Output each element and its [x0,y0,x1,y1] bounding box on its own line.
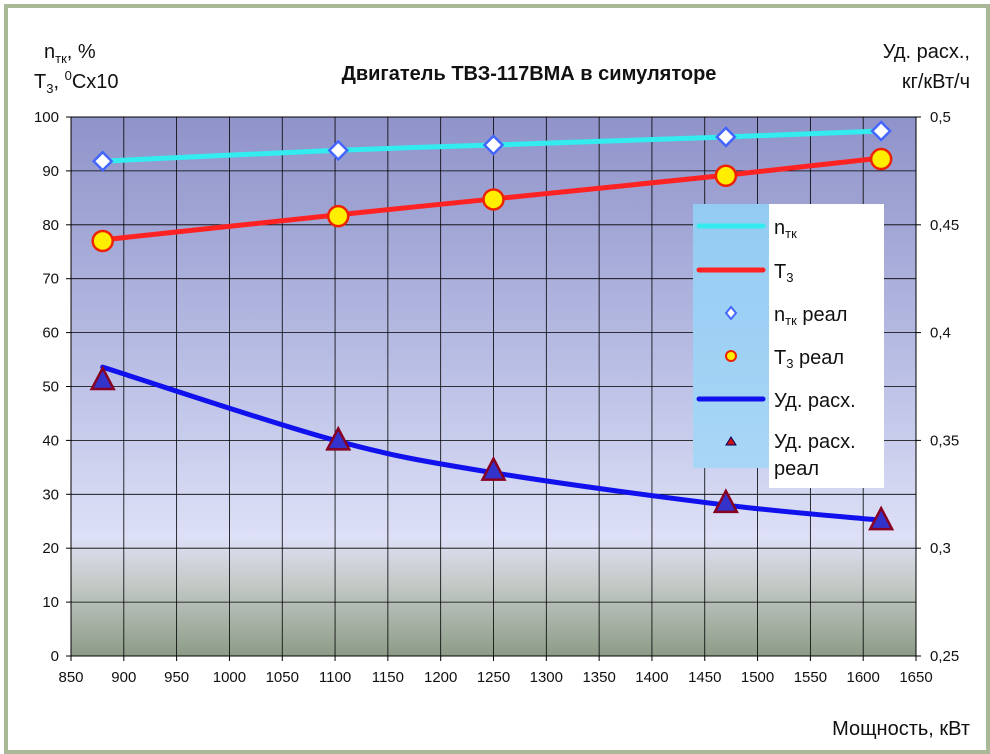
svg-text:nтк, %: nтк, % [44,41,96,66]
y-left-tick-label: 70 [42,271,59,288]
svg-text:T3, 0Cx10: T3, 0Cx10 [34,68,119,96]
chart-frame: Двигатель ТВЗ-117ВМА в симуляторе nтк, %… [4,4,990,754]
legend-swatch-panel [693,204,769,468]
x-tick-label: 1100 [319,669,351,686]
left-label-n-rest: , % [67,41,96,63]
x-tick-label: 1350 [582,669,615,686]
legend-label-ntk: nтк [774,217,797,241]
legend-label-t3: T3 [774,261,793,285]
left-label-t-rest: Cx10 [72,71,119,93]
y-right-tick-label: 0,45 [930,217,959,234]
y-left-tick-label: 50 [42,379,59,396]
marker-ntk-real [482,134,505,156]
y-left-tick-label: 100 [34,109,59,126]
y-left-tick-label: 0 [51,648,59,665]
x-tick-label: 1450 [688,669,721,686]
right-axis-label-line2: кг/кВт/ч [902,71,970,93]
marker-ud-real [89,365,116,391]
x-tick-label: 1050 [266,669,299,686]
legend-marker-ntk-real [724,305,738,321]
legend-label-ud-real-line2: реал [774,458,819,480]
x-tick-label: 900 [111,669,136,686]
left-label-deg: 0 [65,68,72,83]
marker-t3-real [482,188,505,211]
marker-t3-real [326,204,350,228]
legend-marker-t3-real [725,350,737,362]
legend: nтк T3 nтк реал T3 реал Уд. расх. Уд. ра… [693,204,884,488]
y-left-tick-label: 60 [42,325,59,342]
marker-ntk-real [870,120,892,142]
y-left-tick-label: 30 [42,486,59,503]
x-tick-label: 1000 [213,669,246,686]
x-tick-label: 1600 [847,669,880,686]
x-tick-label: 1150 [372,669,404,686]
y-left-tick-label: 40 [42,432,59,449]
marker-ud-real [868,505,895,531]
left-label-n-sub: тк [55,51,67,66]
left-label-n: n [44,41,55,63]
y-right-tick-label: 0,35 [930,432,959,449]
marker-ntk-real [91,150,114,172]
marker-ud-real [325,425,352,451]
x-tick-label: 1400 [635,669,668,686]
y-right-tick-label: 0,5 [930,109,951,126]
y-left-tick-labels: 0 10 20 30 40 50 60 70 80 90 100 [34,109,59,665]
y-left-tick-label: 20 [42,540,59,557]
legend-marker-ud-real [725,436,737,446]
chart-svg: Двигатель ТВЗ-117ВМА в симуляторе nтк, %… [34,41,970,740]
x-tick-label: 1500 [741,669,774,686]
y-right-tick-label: 0,25 [930,648,959,665]
legend-text-panel [769,204,884,488]
x-tick-labels: 850 900 950 1000 1050 1100 1150 1200 1250 1300 135… [58,669,932,686]
legend-label-ntk-real: nтк реал [774,304,847,328]
y-right-tick-label: 0,3 [930,540,951,557]
x-tick-label: 1550 [794,669,827,686]
x-tick-label: 1300 [530,669,563,686]
x-tick-label: 950 [164,669,189,686]
marker-ntk-real [327,139,349,162]
y-left-tick-label: 10 [42,594,59,611]
y-right-tick-label: 0,4 [930,325,951,342]
marker-t3-real [91,229,114,253]
marker-t3-real [714,164,738,188]
y-left-tick-label: 80 [42,217,59,234]
chart-title: Двигатель ТВЗ-117ВМА в симуляторе [342,63,717,85]
x-tick-label: 1250 [477,669,510,686]
x-tick-label: 1650 [899,669,932,686]
left-label-t: T [34,71,46,93]
legend-label-t3-real: T3 реал [774,347,844,371]
marker-ud-real [480,455,507,481]
right-axis-label-line1: Уд. расх., [883,41,970,63]
y-left-tick-label: 90 [42,163,59,180]
x-tick-label: 850 [58,669,83,686]
legend-label-ud: Уд. расх. [774,390,856,412]
left-axis-label: nтк, % T3, 0Cx10 [34,41,119,96]
y-right-tick-labels: 0,25 0,3 0,35 0,4 0,45 0,5 [930,109,959,665]
left-label-t-mid: , [53,71,64,93]
x-axis-label: Мощность, кВт [832,718,970,740]
series-markers [89,120,895,531]
legend-label-ud-real: Уд. расх. [774,431,856,453]
marker-ud-real [712,488,739,514]
marker-t3-real [869,147,893,171]
marker-ntk-real [715,126,737,148]
x-tick-label: 1200 [424,669,457,686]
left-label-t-sub: 3 [46,81,53,96]
